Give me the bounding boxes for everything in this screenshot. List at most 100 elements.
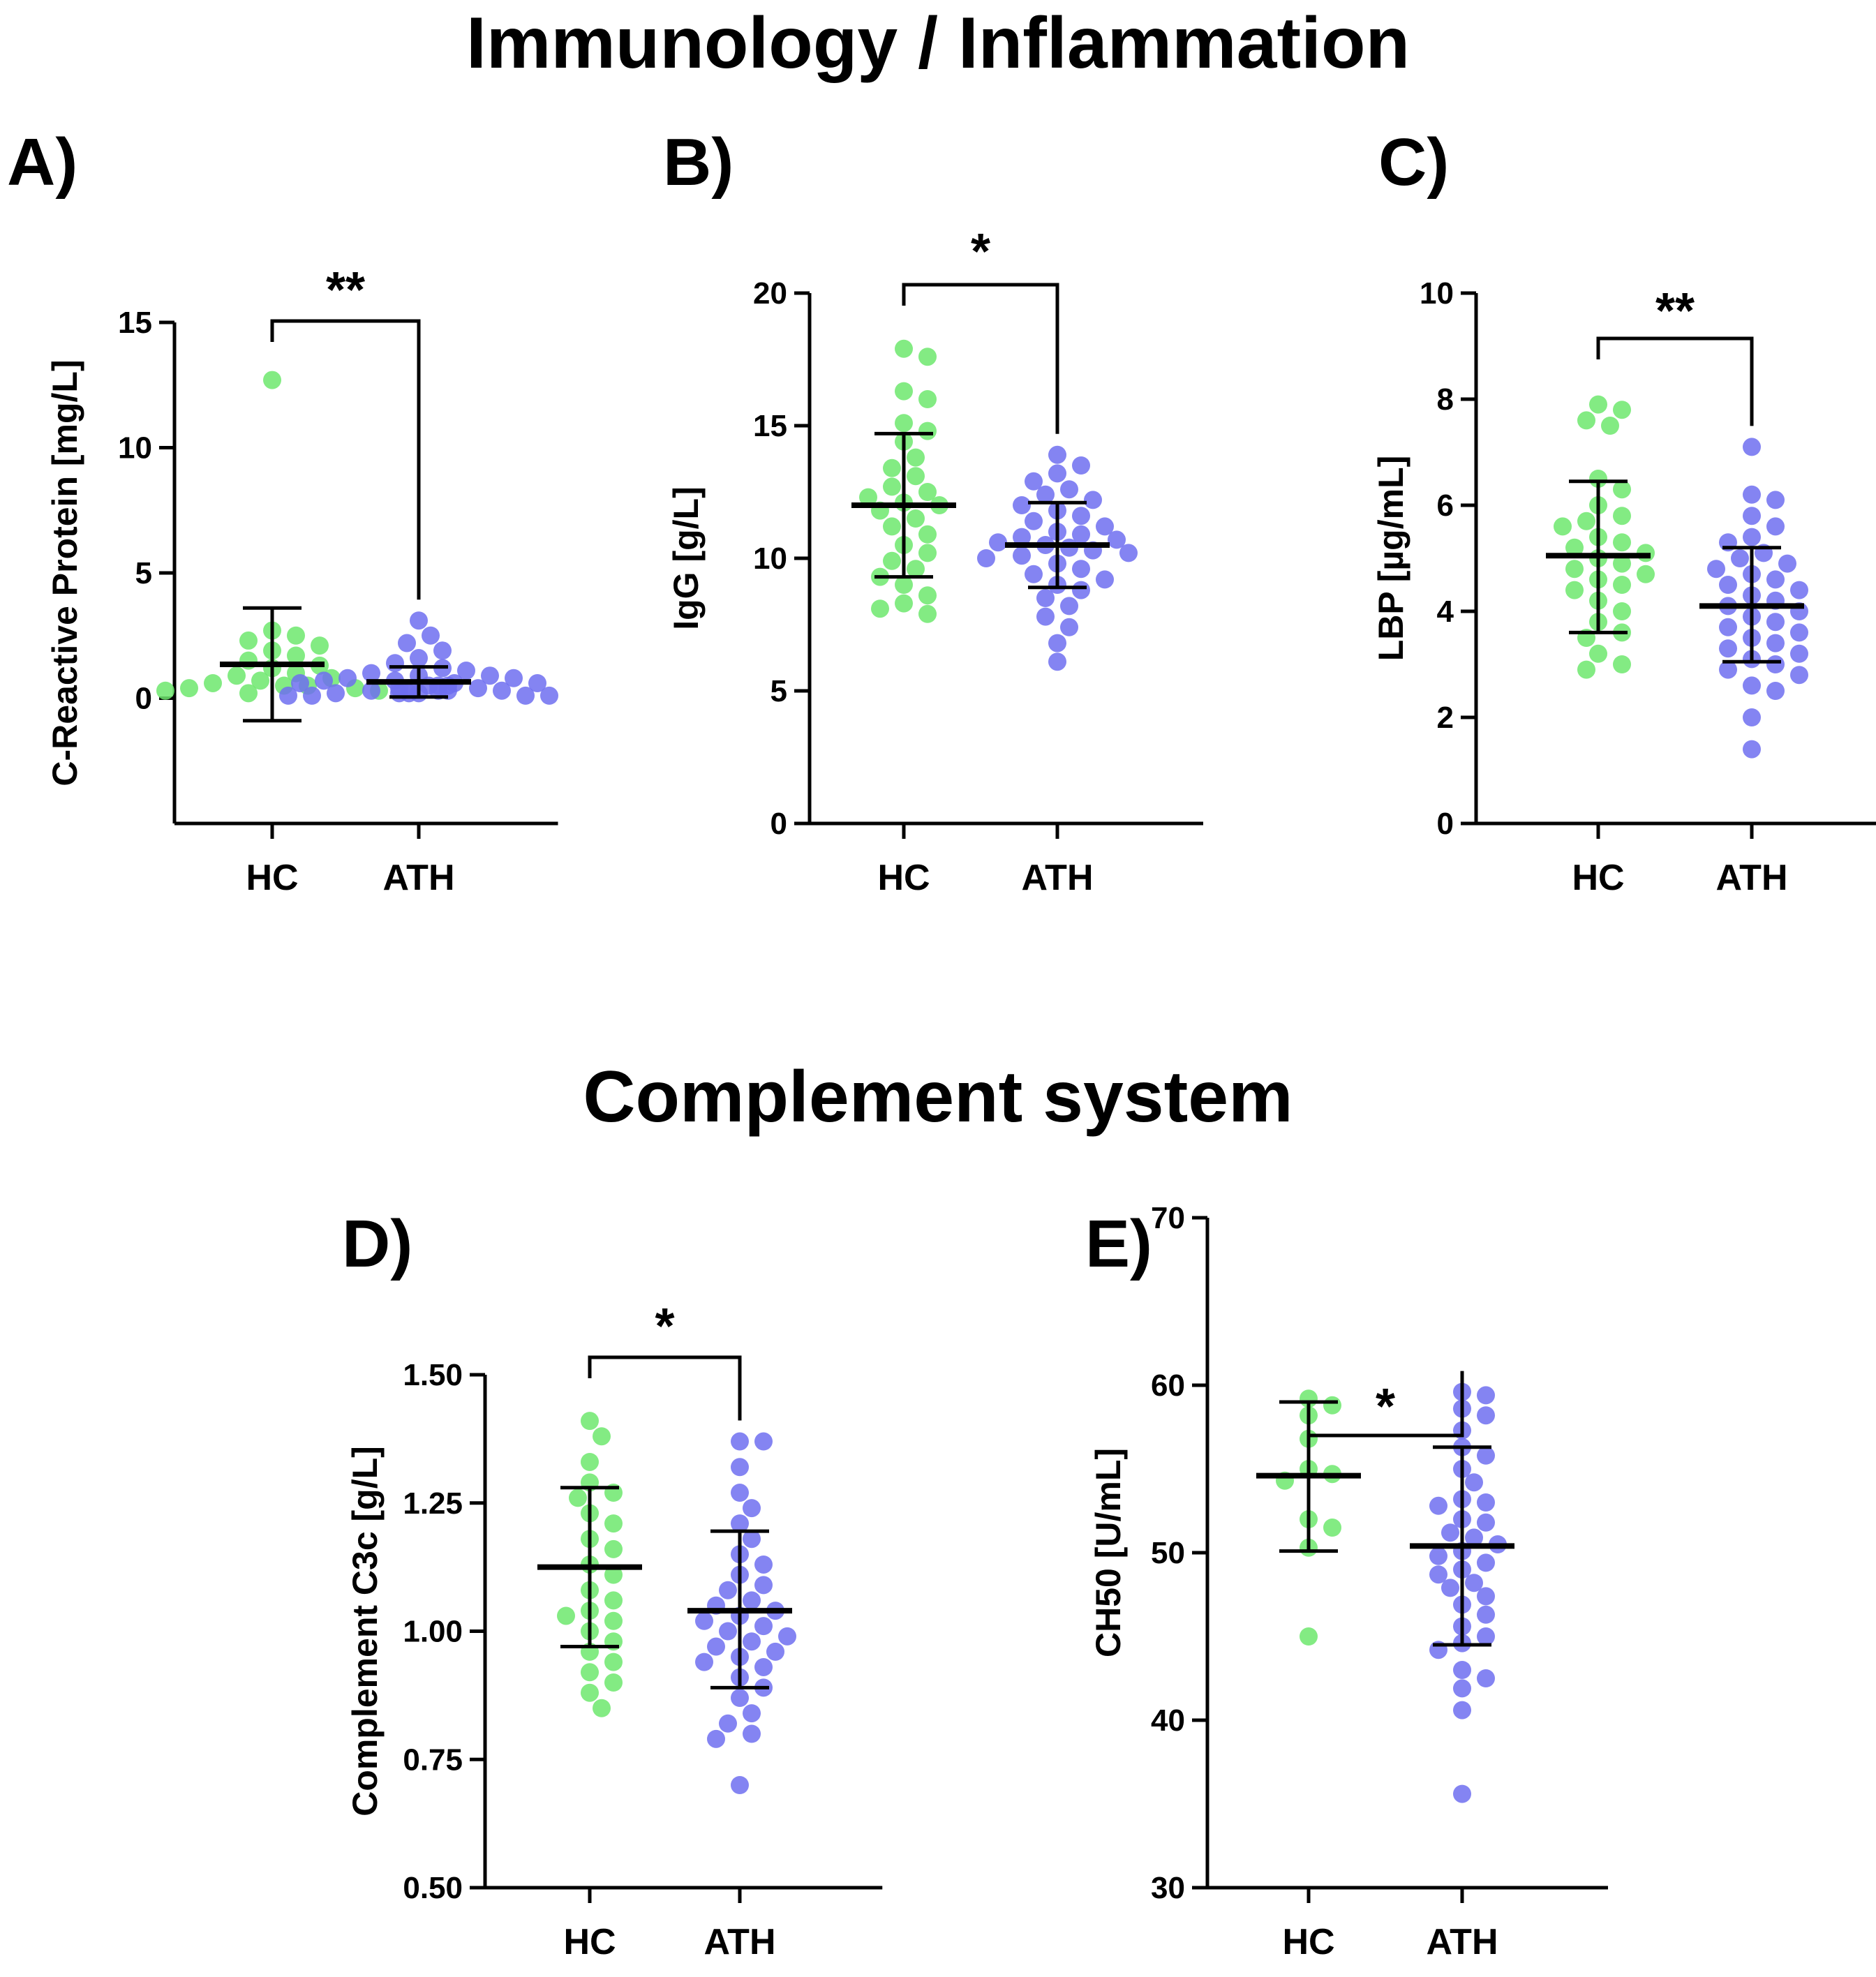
data-point-ath (410, 649, 428, 668)
data-point-ath (719, 1581, 737, 1599)
data-point-ath (540, 686, 558, 705)
data-point-ath (1707, 560, 1725, 579)
data-point-hc (1554, 517, 1572, 536)
y-tick-label: 5 (770, 674, 787, 708)
data-point-hc (918, 483, 937, 501)
data-point-ath (778, 1627, 796, 1646)
data-point-ath (1766, 570, 1785, 589)
data-point-ath (1013, 496, 1031, 514)
data-point-ath (1743, 507, 1761, 525)
data-point-hc (204, 673, 222, 692)
data-point-hc (1613, 602, 1631, 620)
y-axis-label: CH50 [U/mL] (1089, 1448, 1128, 1657)
data-point-hc (251, 671, 269, 690)
data-point-hc (1613, 507, 1631, 525)
significance-label: * (1376, 1379, 1395, 1435)
data-point-ath (1766, 517, 1785, 536)
y-tick-label: 2 (1437, 701, 1454, 735)
data-point-ath (1072, 456, 1090, 475)
data-point-ath (291, 673, 309, 692)
data-point-ath (1060, 480, 1078, 499)
data-point-ath (1025, 472, 1043, 491)
data-point-hc (287, 646, 305, 665)
data-point-hc (156, 681, 174, 700)
data-point-ath (1036, 485, 1055, 504)
data-point-ath (1060, 618, 1078, 636)
data-point-ath (422, 626, 440, 645)
data-point-hc (287, 626, 305, 645)
data-point-hc (1613, 576, 1631, 594)
data-point-ath (1743, 676, 1761, 695)
data-point-hc (263, 371, 281, 389)
panel-letter: E) (1085, 1207, 1152, 1281)
data-point-ath (1790, 666, 1808, 685)
data-point-ath (1048, 445, 1066, 464)
data-point-ath (1477, 1605, 1495, 1624)
data-point-hc (1613, 655, 1631, 673)
data-point-ath (516, 686, 535, 705)
data-point-ath (457, 662, 475, 680)
y-tick-label: 40 (1151, 1703, 1185, 1738)
data-point-ath (1465, 1528, 1483, 1547)
y-axis-label: C-Reactive Protein [mg/L] (45, 359, 84, 786)
data-point-ath (1096, 570, 1114, 589)
data-point-ath (1048, 464, 1066, 483)
data-point-hc (180, 679, 198, 698)
data-point-hc (1589, 470, 1607, 488)
y-tick-label: 1.50 (403, 1358, 463, 1392)
data-point-ath (362, 664, 380, 682)
data-point-hc (1300, 1627, 1318, 1646)
data-point-ath (1025, 565, 1043, 583)
data-point-ath (1453, 1701, 1471, 1719)
y-tick-label: 10 (753, 542, 787, 576)
data-point-hc (918, 421, 937, 440)
data-point-ath (1048, 652, 1066, 671)
section-title-complement: Complement system (583, 1057, 1293, 1137)
significance-bracket (1306, 1371, 1464, 1456)
data-point-ath (989, 533, 1007, 552)
data-point-ath (731, 1432, 749, 1451)
data-point-ath (743, 1724, 761, 1743)
data-point-hc (895, 414, 913, 433)
data-point-ath (1790, 644, 1808, 663)
data-point-ath (1072, 525, 1090, 544)
data-point-ath (743, 1591, 761, 1610)
data-point-hc (311, 636, 329, 655)
data-point-ath (1766, 682, 1785, 700)
data-point-ath (1766, 655, 1785, 673)
data-point-hc (1613, 554, 1631, 573)
data-point-ath (1119, 544, 1138, 562)
data-point-ath (1790, 623, 1808, 642)
data-point-ath (1477, 1627, 1495, 1646)
significance-label: ** (326, 262, 365, 318)
data-point-hc (895, 576, 913, 594)
data-point-ath (731, 1689, 749, 1708)
data-point-ath (1743, 740, 1761, 759)
data-point-hc (239, 684, 258, 703)
data-point-ath (315, 671, 333, 690)
data-point-ath (1477, 1587, 1495, 1606)
data-point-hc (1589, 644, 1607, 663)
data-point-hc (907, 509, 925, 528)
data-point-ath (707, 1637, 725, 1656)
data-point-ath (719, 1622, 737, 1641)
data-point-hc (907, 467, 925, 486)
data-point-ath (1048, 634, 1066, 652)
data-point-ath (1429, 1565, 1447, 1584)
data-point-hc (581, 1683, 599, 1702)
data-point-hc (557, 1606, 575, 1625)
data-point-ath (1778, 554, 1796, 573)
data-point-hc (918, 586, 937, 605)
category-label-ath: ATH (704, 1922, 775, 1962)
y-tick-label: 50 (1151, 1536, 1185, 1570)
y-tick-label: 0.50 (403, 1871, 463, 1905)
data-point-hc (918, 604, 937, 623)
data-point-ath (327, 684, 345, 703)
data-point-ath (303, 686, 321, 705)
data-point-hc (907, 448, 925, 467)
data-point-hc (1565, 538, 1584, 557)
data-point-hc (883, 458, 901, 477)
data-point-hc (918, 390, 937, 408)
data-point-ath (731, 1484, 749, 1502)
